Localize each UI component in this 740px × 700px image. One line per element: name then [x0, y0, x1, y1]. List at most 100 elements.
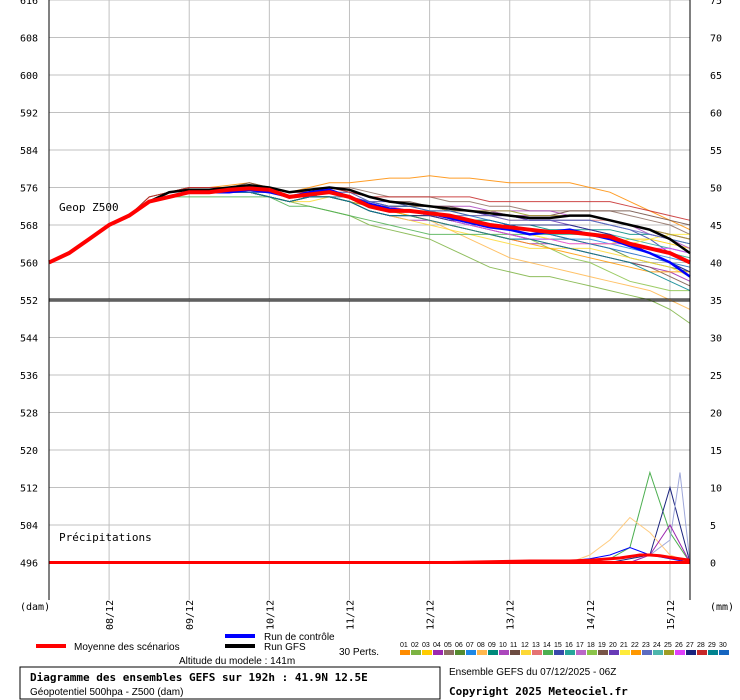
y-left-tick: 528 [20, 409, 38, 420]
legend-gfs-label: Run GFS [264, 642, 306, 653]
y-right-tick: 60 [710, 109, 722, 120]
y-right-tick: 75 [710, 0, 722, 7]
legend-pert-label-30: 30 [719, 642, 727, 649]
legend-pert-label-13: 13 [532, 642, 540, 649]
legend-pert-swatch-02 [411, 650, 421, 655]
precip-mean-line [49, 553, 691, 564]
grid-lines [49, 0, 690, 600]
legend-control-swatch [225, 634, 255, 638]
y-left-tick: 560 [20, 259, 38, 270]
legend-pert-swatch-17 [576, 650, 586, 655]
y-left-tick: 584 [20, 146, 38, 157]
legend-pert-swatch-28 [697, 650, 707, 655]
precipitation-series [49, 470, 691, 564]
legend-pert-swatch-11 [510, 650, 520, 655]
legend-pert-label-08: 08 [477, 642, 485, 649]
legend-pert-label-07: 07 [466, 642, 474, 649]
legend-pert-label-01: 01 [400, 642, 408, 649]
y-left-tick: 576 [20, 184, 38, 195]
legend-pert-swatch-16 [565, 650, 575, 655]
y-left-tick: 600 [20, 71, 38, 82]
chart-subtitle: Géopotentiel 500hpa - Z500 (dam) [30, 687, 183, 698]
legend-pert-swatch-10 [499, 650, 509, 655]
legend-pert-swatch-05 [444, 650, 454, 655]
legend-pert-swatch-18 [587, 650, 597, 655]
legend-perturbations: 01 02 03 04 05 06 07 08 09 10 11 12 13 14 15 16 17 18 19 20… [400, 642, 729, 655]
y-left-tick: 616 [20, 0, 38, 7]
y-right-tick: 5 [710, 521, 716, 532]
y-left-tick: 520 [20, 446, 38, 457]
legend-pert-label-26: 26 [675, 642, 683, 649]
legend-pert-swatch-15 [554, 650, 564, 655]
legend-pert-label-18: 18 [587, 642, 595, 649]
y-right-tick: 0 [710, 559, 716, 570]
precip-spike-5 [629, 524, 691, 563]
x-tick-11-12: 11/12 [345, 600, 356, 630]
legend-pert-label-11: 11 [510, 642, 517, 649]
y-left-tick: 608 [20, 34, 38, 45]
legend-pert-swatch-19 [598, 650, 608, 655]
legend-pert-swatch-23 [642, 650, 652, 655]
x-tick-08-12: 08/12 [105, 600, 116, 630]
legend-pert-swatch-29 [708, 650, 718, 655]
lower-panel-label: Précipitations [59, 531, 152, 544]
y-left-tick: 544 [20, 334, 38, 345]
legend-pert-swatch-03 [422, 650, 432, 655]
title-box [19, 666, 441, 700]
y-right-tick: 10 [710, 484, 722, 495]
legend-pert-label-19: 19 [598, 642, 606, 649]
legend-pert-label-20: 20 [609, 642, 617, 649]
x-tick-12-12: 12/12 [426, 600, 437, 630]
legend-pert-label-23: 23 [642, 642, 650, 649]
legend-pert-swatch-01 [400, 650, 410, 655]
run-info: Ensemble GEFS du 07/12/2025 - 06Z [449, 667, 616, 678]
upper-panel-label: Geop Z500 [59, 201, 119, 214]
legend-pert-label-12: 12 [521, 642, 529, 649]
y-left-tick: 592 [20, 109, 38, 120]
legend-pert-label-10: 10 [499, 642, 507, 649]
legend-pert-label-09: 09 [488, 642, 496, 649]
x-tick-13-12: 13/12 [506, 600, 517, 630]
legend-pert-label-24: 24 [653, 642, 661, 649]
legend-pert-label-03: 03 [422, 642, 430, 649]
legend-pert-swatch-04 [433, 650, 443, 655]
y-left-tick: 496 [20, 559, 38, 570]
legend-pert-label-14: 14 [543, 642, 551, 649]
x-tick-15-12: 15/12 [666, 600, 677, 630]
x-tick-labels: 08/12 09/12 10/12 11/12 12/12 13/12 14/12 15/12 [105, 600, 677, 630]
legend-pert-swatch-20 [609, 650, 619, 655]
precip-spike-4 [569, 516, 691, 563]
legend-mean-swatch [36, 644, 66, 648]
legend-pert-label-28: 28 [697, 642, 705, 649]
legend-pert-swatch-06 [455, 650, 465, 655]
legend-pert-label-27: 27 [686, 642, 694, 649]
y-right-tick: 50 [710, 184, 722, 195]
legend-pert-swatch-07 [466, 650, 476, 655]
x-tick-09-12: 09/12 [185, 600, 196, 630]
legend-pert-label-17: 17 [576, 642, 584, 649]
legend-gfs-swatch [225, 644, 255, 648]
y-left-tick: 568 [20, 221, 38, 232]
legend-mean-label: Moyenne des scénarios [74, 642, 180, 653]
y-right-tick: 25 [710, 371, 722, 382]
legend-pert-label-25: 25 [664, 642, 672, 649]
legend-pert-swatch-12 [521, 650, 531, 655]
legend-control-label: Run de contrôle [264, 632, 335, 643]
y-right-tick: 20 [710, 409, 722, 420]
y-right-tick: 40 [710, 259, 722, 270]
model-altitude: Altitude du modele : 141m [179, 656, 295, 667]
right-unit-label: (mm) [710, 602, 734, 613]
y-left-tick: 552 [20, 296, 38, 307]
legend-pert-label-21: 21 [620, 642, 628, 649]
legend-pert-swatch-30 [719, 650, 729, 655]
y-left-tick: 512 [20, 484, 38, 495]
legend-pert-label-29: 29 [708, 642, 716, 649]
z500-main-series [48, 183, 691, 278]
left-unit-label: (dam) [20, 602, 50, 613]
legend-pert-label-15: 15 [554, 642, 562, 649]
legend-pert-label-16: 16 [565, 642, 573, 649]
copyright: Copyright 2025 Meteociel.fr [449, 685, 628, 698]
y-right-tick: 65 [710, 71, 722, 82]
legend-pert-swatch-27 [686, 650, 696, 655]
